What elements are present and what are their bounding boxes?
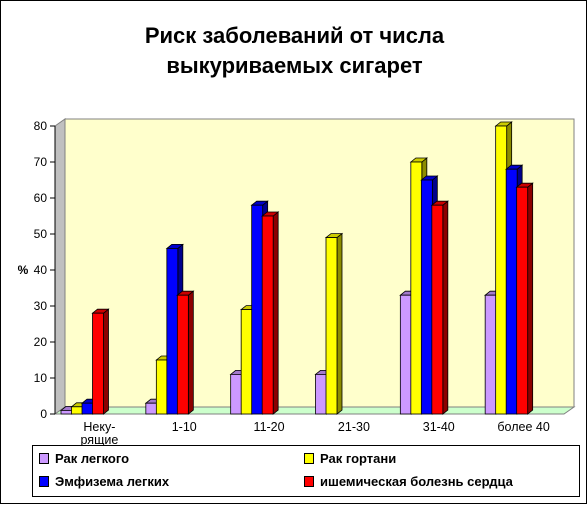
bar-front: [484, 294, 497, 415]
bar-side: [103, 308, 109, 415]
bar-front: [155, 359, 168, 415]
bar-front: [145, 402, 158, 415]
side-wall: [54, 118, 66, 415]
bar: [515, 182, 534, 415]
bar-front: [505, 168, 518, 415]
bar-side: [187, 290, 194, 415]
y-tick-label: 40: [34, 263, 48, 277]
axis-labels: 0 10 20 30 40 50 60 70 80% Неку-рящие 1-10 11-20 21-…: [18, 119, 550, 447]
bar: [430, 200, 449, 415]
y-tick-label: 60: [34, 191, 48, 205]
x-tick-label: 1-10: [172, 420, 197, 434]
legend-item-larynx-cancer: Рак гортани: [304, 449, 396, 469]
x-tick-label: 21-30: [338, 420, 370, 434]
bars: [59, 121, 534, 415]
y-tick-label: 10: [34, 371, 48, 385]
legend-item-lung-cancer: Рак легкого: [39, 449, 129, 469]
legend-swatch-emphysema: [39, 476, 49, 488]
legend-label-lung-cancer: Рак легкого: [55, 451, 130, 466]
bar: [324, 232, 344, 415]
x-tick-label: Неку-рящие: [81, 420, 119, 447]
bar-front: [92, 312, 104, 415]
y-axis-label: %: [18, 263, 29, 277]
chart-title-line-1: Риск заболеваний от числа: [144, 23, 445, 48]
bar-front: [410, 161, 423, 415]
legend-item-emphysema: Эмфизема легких: [39, 472, 169, 492]
y-tick-label: 0: [40, 407, 47, 421]
x-tick-label: более 40: [497, 420, 549, 434]
bar-front: [399, 294, 412, 415]
bar-front: [261, 215, 274, 415]
legend: Рак легкого Рак гортани Эмфизема легких …: [32, 445, 580, 497]
bar-front: [420, 179, 433, 415]
bar-front: [315, 373, 327, 415]
legend-label-larynx-cancer: Рак гортани: [320, 451, 397, 466]
bar-side: [527, 182, 534, 415]
legend-item-ischemic-heart-disease: ишемическая болезнь сердца: [304, 472, 513, 492]
legend-swatch-ischemic-heart-disease: [304, 476, 314, 488]
bar-side: [442, 200, 449, 415]
chart-title-line-2: выкуриваемых сигарет: [166, 53, 423, 78]
legend-label-ischemic-heart-disease: ишемическая болезнь сердца: [320, 474, 513, 489]
legend-label-emphysema: Эмфизема легких: [55, 474, 170, 489]
y-tick-label: 50: [34, 227, 48, 241]
chart-title: Риск заболеваний от числа выкуриваемых с…: [1, 21, 587, 81]
bar-side: [336, 232, 343, 415]
bar: [91, 308, 110, 415]
y-tick-label: 30: [34, 299, 48, 313]
x-tick-label: 31-40: [423, 420, 455, 434]
bar-front: [60, 409, 73, 415]
bar: [261, 211, 280, 415]
legend-swatch-lung-cancer: [39, 453, 49, 465]
legend-swatch-larynx-cancer: [304, 453, 314, 465]
bar-front: [516, 186, 529, 415]
bar-front: [251, 204, 264, 415]
x-tick-label: 11-20: [254, 420, 285, 434]
bar-front: [71, 406, 83, 415]
y-tick-label: 70: [34, 155, 48, 169]
bar: [176, 290, 195, 415]
bar-front: [81, 402, 94, 415]
y-tick-label: 20: [34, 335, 48, 349]
bar-side: [272, 211, 279, 415]
bar-front: [240, 309, 253, 415]
axes: [50, 125, 56, 415]
bar-front: [176, 294, 189, 415]
bar-front: [230, 373, 243, 415]
bar-front: [495, 125, 508, 415]
y-tick-label: 80: [34, 119, 48, 133]
bar-front: [325, 237, 338, 415]
bar-front: [166, 247, 179, 415]
bar-front: [431, 204, 444, 415]
